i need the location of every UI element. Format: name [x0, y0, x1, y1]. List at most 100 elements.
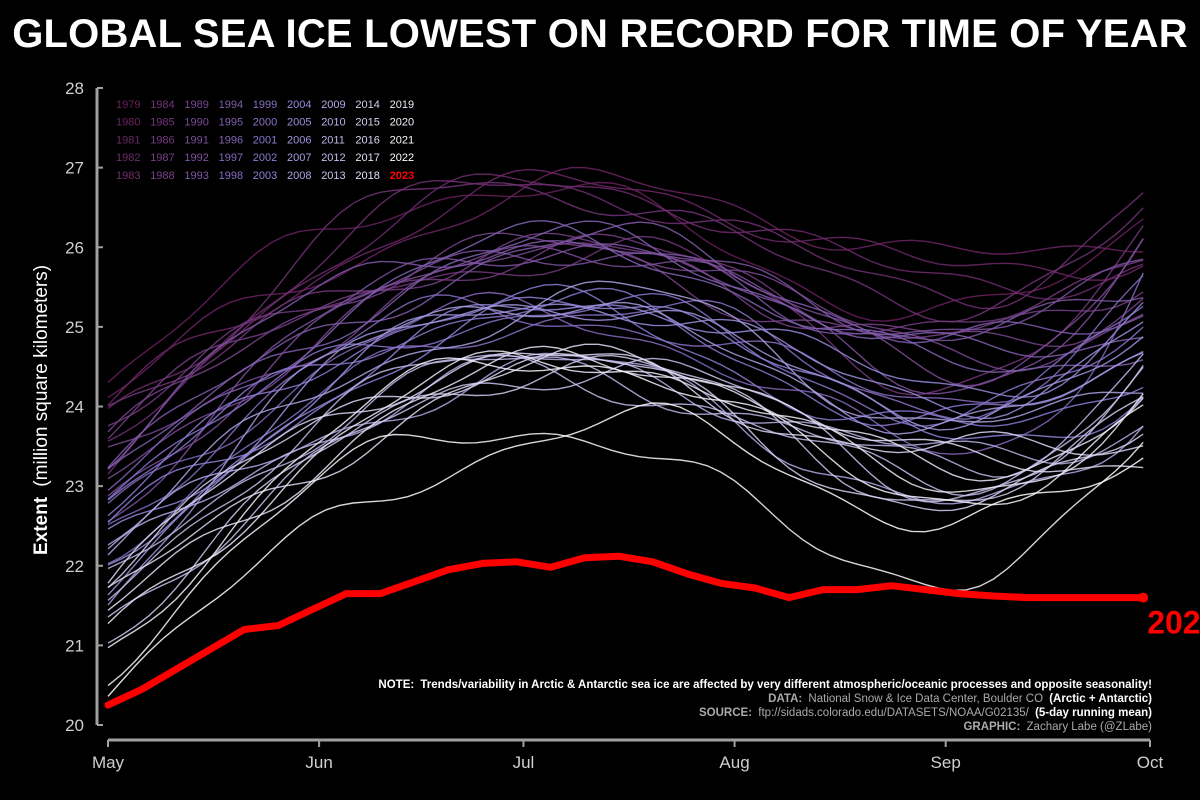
legend-year-2011: 2011 — [321, 134, 345, 146]
year-line-1983 — [107, 179, 1144, 442]
year-line-1992 — [107, 243, 1144, 522]
legend-year-2013: 2013 — [321, 170, 345, 182]
year-line-2001 — [107, 287, 1144, 501]
legend-year-2016: 2016 — [355, 134, 379, 146]
y-axis-label: Extent (million square kilometers) — [31, 265, 52, 555]
legend-year-1987: 1987 — [150, 152, 174, 164]
legend-year-2008: 2008 — [287, 170, 311, 182]
y-tick-label: 20 — [65, 716, 84, 735]
y-tick-label: 26 — [65, 238, 84, 257]
source-label: SOURCE: — [699, 707, 752, 719]
year-line-1979 — [107, 181, 1144, 384]
legend-year-1991: 1991 — [184, 134, 208, 146]
year-line-1984 — [107, 181, 1144, 475]
legend-year-1996: 1996 — [219, 134, 243, 146]
legend-year-2000: 2000 — [253, 117, 277, 129]
graphic-text: Zachary Labe (@ZLabe) — [1027, 721, 1153, 733]
year-line-1986 — [107, 233, 1144, 427]
year-line-2000 — [107, 292, 1144, 500]
graphic-line: GRAPHIC: Zachary Labe (@ZLabe) — [963, 721, 1152, 733]
year-line-1994 — [107, 221, 1144, 469]
legend-year-1997: 1997 — [219, 152, 243, 164]
legend-year-1986: 1986 — [150, 134, 174, 146]
legend-year-2005: 2005 — [287, 117, 311, 129]
legend-year-1998: 1998 — [219, 170, 243, 182]
year-line-2012 — [107, 354, 1144, 601]
year-line-1991 — [107, 238, 1144, 497]
year-line-2015 — [107, 353, 1144, 589]
data-text: National Snow & Ice Data Center, Boulder… — [808, 693, 1043, 705]
background-lines — [107, 166, 1144, 697]
series-end-point-2023 — [1138, 592, 1149, 603]
legend-year-2020: 2020 — [390, 117, 414, 129]
y-axis-label-rest: (million square kilometers) — [31, 265, 52, 487]
x-tick-label: Oct — [1137, 753, 1164, 772]
data-line: DATA: National Snow & Ice Data Center, B… — [768, 693, 1152, 705]
legend-year-2004: 2004 — [287, 99, 311, 111]
legend-year-1988: 1988 — [150, 170, 174, 182]
note-label: NOTE: — [378, 679, 414, 691]
year-line-2006 — [107, 304, 1144, 596]
legend-year-2003: 2003 — [253, 170, 277, 182]
legend-year-2023: 2023 — [390, 170, 414, 182]
year-line-1997 — [107, 272, 1144, 504]
year-line-2011 — [107, 353, 1144, 570]
year-line-1995 — [107, 220, 1144, 470]
year-line-1980 — [107, 166, 1144, 399]
legend-year-1979: 1979 — [116, 99, 140, 111]
x-tick-label: Jun — [305, 753, 332, 772]
legend-year-1983: 1983 — [116, 170, 140, 182]
source-bold: (5-day running mean) — [1035, 707, 1152, 719]
note-line: NOTE: Trends/variability in Arctic & Ant… — [378, 679, 1152, 691]
x-tick-label: Aug — [719, 753, 749, 772]
y-tick-label: 28 — [65, 79, 84, 98]
legend-year-2015: 2015 — [355, 117, 379, 129]
legend-year-1982: 1982 — [116, 152, 140, 164]
year-line-1999 — [107, 299, 1144, 565]
y-axis-label-bold: Extent — [31, 496, 52, 555]
y-tick-label: 24 — [65, 398, 84, 417]
legend-year-1995: 1995 — [219, 117, 243, 129]
year-line-1982 — [107, 173, 1144, 410]
legend-year-1990: 1990 — [184, 117, 208, 129]
legend-year-1999: 1999 — [253, 99, 277, 111]
legend-year-2002: 2002 — [253, 152, 277, 164]
year-line-1981 — [107, 168, 1144, 406]
year-line-1988 — [107, 232, 1144, 433]
year-line-2019 — [107, 350, 1144, 625]
year-line-2007 — [107, 301, 1144, 606]
year-line-1998 — [107, 274, 1144, 526]
year-line-2017 — [107, 343, 1144, 588]
year-line-2004 — [107, 301, 1144, 530]
legend-year-1985: 1985 — [150, 117, 174, 129]
graphic-label: GRAPHIC: — [963, 721, 1020, 733]
data-bold: (Arctic + Antarctic) — [1049, 693, 1152, 705]
legend-year-2018: 2018 — [355, 170, 379, 182]
series-line-2023 — [104, 552, 1147, 709]
legend-year-2014: 2014 — [355, 99, 379, 111]
legend-year-1994: 1994 — [219, 99, 243, 111]
x-tick-label: Jul — [513, 753, 535, 772]
legend-year-1993: 1993 — [184, 170, 208, 182]
legend-year-2021: 2021 — [390, 134, 414, 146]
year-line-2016 — [107, 352, 1144, 584]
legend-year-2022: 2022 — [390, 152, 414, 164]
year-line-1990 — [107, 238, 1144, 480]
legend-year-1980: 1980 — [116, 117, 140, 129]
y-tick-label: 22 — [65, 557, 84, 576]
year-line-1993 — [107, 239, 1144, 470]
legend-year-1989: 1989 — [184, 99, 208, 111]
year-line-1996 — [107, 219, 1144, 491]
source-text: ftp://sidads.colorado.edu/DATASETS/NOAA/… — [758, 707, 1029, 719]
y-tick-label: 21 — [65, 636, 84, 655]
year-line-2008 — [107, 280, 1144, 546]
x-tick-label: Sep — [931, 753, 961, 772]
legend-year-1992: 1992 — [184, 152, 208, 164]
notes-block: NOTE: Trends/variability in Arctic & Ant… — [378, 679, 1152, 733]
legend-year-1981: 1981 — [116, 134, 140, 146]
y-tick-label: 27 — [65, 159, 84, 178]
year-line-2005 — [107, 303, 1144, 566]
legend-year-1984: 1984 — [150, 99, 174, 111]
